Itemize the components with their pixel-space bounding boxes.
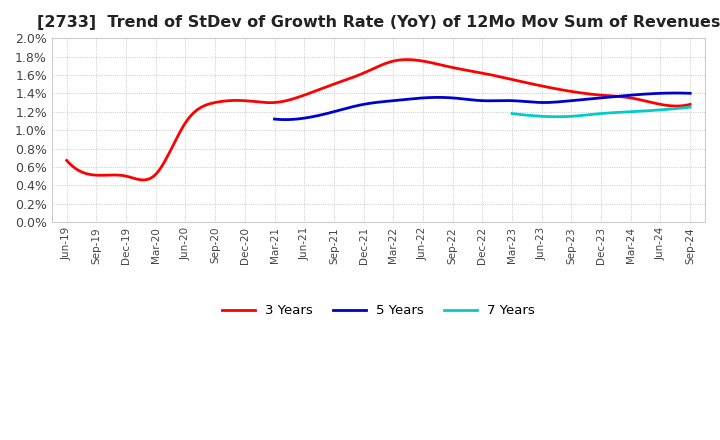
5 Years xyxy=(648,91,657,96)
7 Years xyxy=(670,106,678,111)
3 Years xyxy=(631,96,640,102)
7 Years xyxy=(658,107,667,112)
7 Years xyxy=(617,110,626,115)
7 Years xyxy=(613,110,622,115)
3 Years xyxy=(140,177,148,183)
5 Years xyxy=(282,117,290,122)
5 Years xyxy=(526,99,535,105)
7 Years xyxy=(614,110,623,115)
5 Years xyxy=(622,93,631,98)
Title: [2733]  Trend of StDev of Growth Rate (YoY) of 12Mo Mov Sum of Revenues: [2733] Trend of StDev of Growth Rate (Yo… xyxy=(37,15,720,30)
Legend: 3 Years, 5 Years, 7 Years: 3 Years, 5 Years, 7 Years xyxy=(217,299,541,322)
3 Years xyxy=(63,158,71,163)
5 Years xyxy=(519,99,528,104)
7 Years xyxy=(508,111,517,116)
3 Years xyxy=(686,102,695,107)
5 Years xyxy=(672,90,680,95)
3 Years xyxy=(402,57,411,62)
3 Years xyxy=(438,62,446,68)
5 Years xyxy=(686,91,695,96)
Line: 7 Years: 7 Years xyxy=(512,107,690,117)
Line: 3 Years: 3 Years xyxy=(67,59,690,180)
7 Years xyxy=(553,114,562,119)
Line: 5 Years: 5 Years xyxy=(274,93,690,120)
5 Years xyxy=(518,99,526,104)
7 Years xyxy=(508,111,516,116)
3 Years xyxy=(436,62,444,67)
3 Years xyxy=(448,65,456,70)
3 Years xyxy=(65,160,73,165)
3 Years xyxy=(592,92,600,97)
5 Years xyxy=(271,117,280,122)
5 Years xyxy=(270,117,279,122)
7 Years xyxy=(686,104,695,110)
